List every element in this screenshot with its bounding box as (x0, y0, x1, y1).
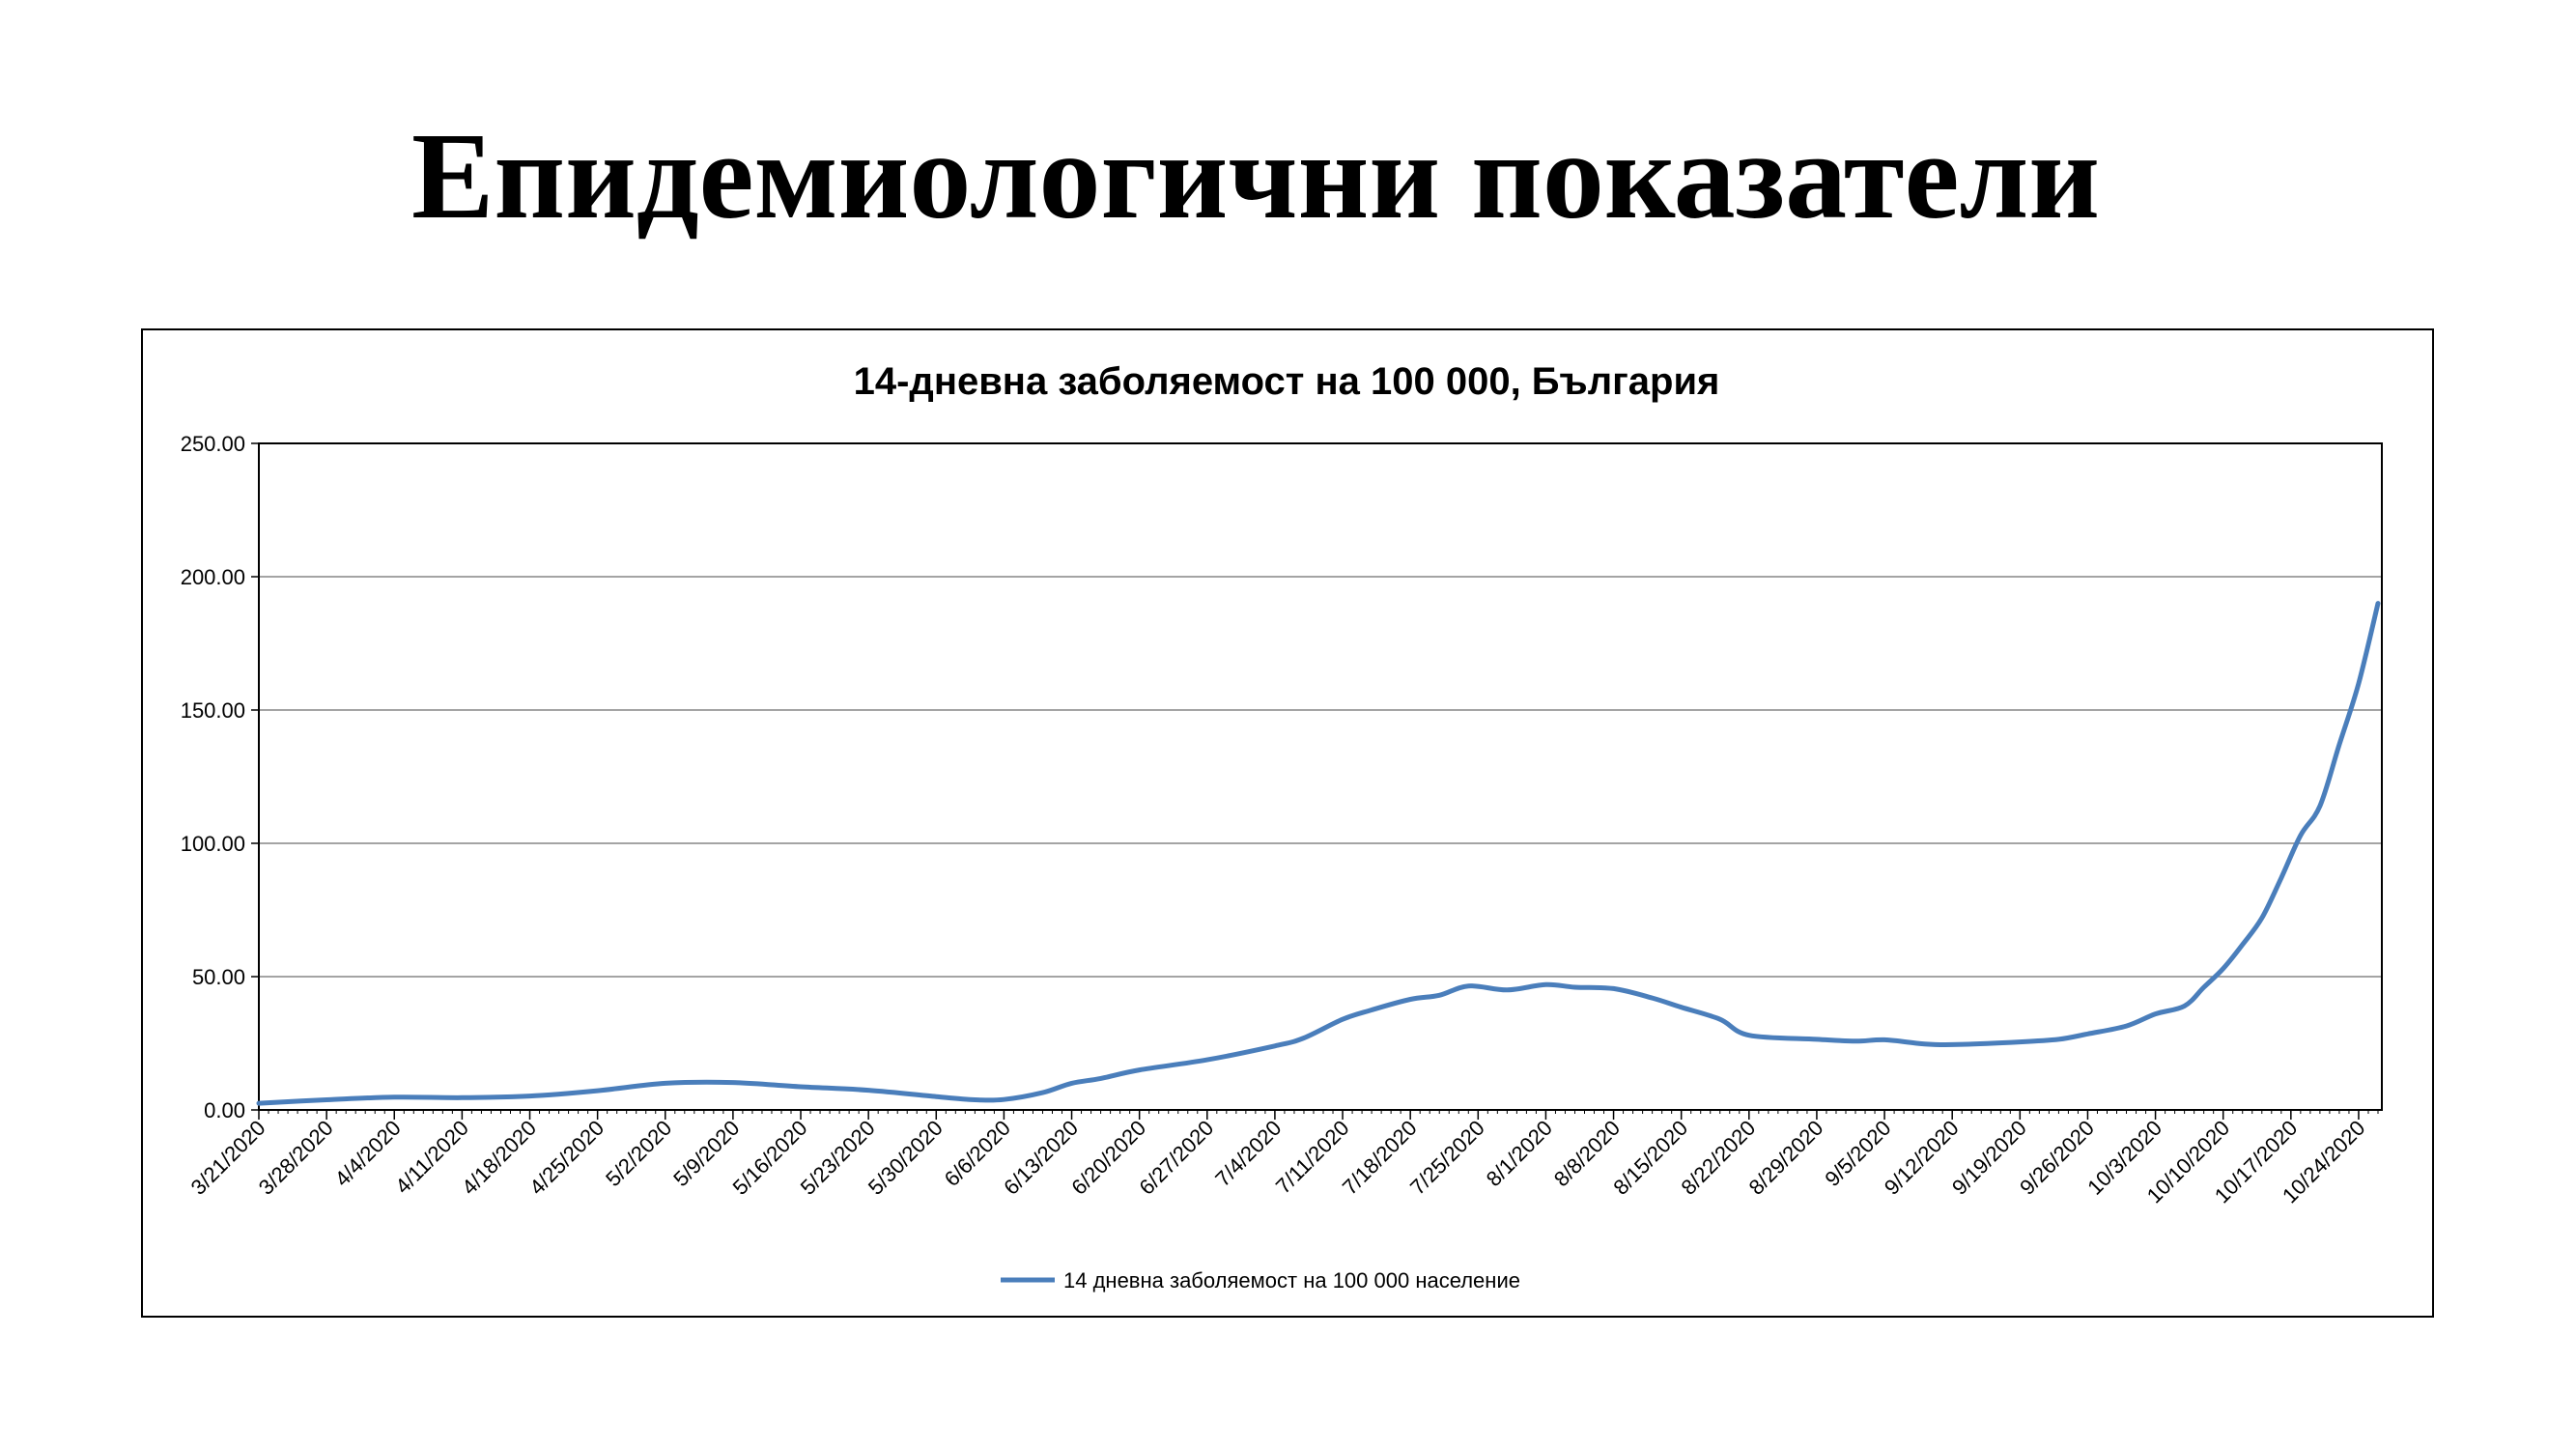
y-tick-label: 100.00 (181, 832, 245, 856)
series-point (1505, 988, 1509, 992)
series-point (1341, 1017, 1345, 1021)
y-tick-label: 200.00 (181, 565, 245, 589)
series-point (392, 1095, 396, 1099)
line-chart: 14-дневна заболяемост на 100 000, Българ… (181, 360, 2383, 1293)
series-point (1302, 1036, 1306, 1039)
series-point (1205, 1058, 1209, 1062)
series-point (731, 1081, 735, 1085)
y-tick-label: 50.00 (192, 965, 245, 989)
series-point (2125, 1024, 2129, 1028)
series-point (257, 1101, 261, 1105)
series-point (2241, 943, 2245, 947)
series-point (2154, 1012, 2158, 1016)
series-point (1437, 993, 1441, 997)
gridlines (251, 442, 2383, 1120)
series-point (528, 1094, 532, 1098)
series-point (2318, 804, 2322, 808)
series-point (1815, 1037, 1819, 1041)
series-point (2357, 681, 2361, 685)
series-point (664, 1081, 667, 1085)
series-point (2260, 916, 2264, 920)
x-axis-tick-labels: 3/21/20203/28/20204/4/20204/11/20204/18/… (186, 1116, 2370, 1208)
series-point (1950, 1042, 1954, 1046)
x-tick-label: 3/28/2020 (254, 1116, 338, 1200)
chart-frame: 14-дневна заболяемост на 100 000, Българ… (141, 328, 2434, 1318)
series-point (1040, 1091, 1044, 1094)
series-point (2337, 743, 2341, 747)
series-point (2018, 1040, 2022, 1044)
series-point (1002, 1097, 1005, 1101)
series-point (934, 1094, 938, 1098)
series-point (1651, 996, 1655, 1000)
series-point (1466, 984, 1470, 988)
series-point (1718, 1017, 1722, 1021)
series-point (2202, 985, 2206, 989)
series-point (1408, 997, 1412, 1001)
series-point (866, 1089, 870, 1093)
y-axis-tick-labels: 0.00 50.00 100.00 150.00 200.00 250.00 (181, 432, 245, 1122)
series-point (1273, 1044, 1277, 1048)
series-point (1138, 1068, 1142, 1072)
series-point (1070, 1081, 1074, 1085)
series-point (799, 1085, 803, 1089)
y-tick-label: 150.00 (181, 698, 245, 723)
series-point (1680, 1006, 1684, 1009)
x-tick-label: 8/1/2020 (1482, 1116, 1557, 1191)
series-line (256, 601, 2381, 1106)
series-point (1921, 1042, 1925, 1046)
series-point (2056, 1037, 2060, 1041)
x-tick-label: 5/2/2020 (601, 1116, 676, 1191)
series-point (1370, 1009, 1373, 1011)
legend: 14 дневна заболяемост на 100 000 населен… (1001, 1268, 1520, 1293)
y-tick-label: 250.00 (181, 432, 245, 456)
legend-label: 14 дневна заболяемост на 100 000 населен… (1063, 1268, 1520, 1293)
series-point (2279, 876, 2283, 880)
series-point (325, 1098, 328, 1102)
series-point (2183, 1004, 2187, 1008)
series-point (1854, 1039, 1857, 1043)
slide-title: Епидемиологични показатели (411, 107, 2100, 244)
x-tick-label: 7/25/2020 (1405, 1116, 1489, 1200)
series-layer (256, 601, 2381, 1106)
series-point (1612, 986, 1616, 990)
series-point (1572, 985, 1576, 989)
x-tick-label: 4/25/2020 (524, 1116, 609, 1200)
series-point (2299, 834, 2303, 838)
series-point (1882, 1037, 1886, 1041)
series-point (973, 1098, 977, 1102)
x-tick-label: 6/27/2020 (1134, 1116, 1218, 1200)
series-point (1747, 1034, 1751, 1037)
series-point (596, 1089, 600, 1093)
series-point (1543, 982, 1547, 986)
chart-title: 14-дневна заболяемост на 100 000, Българ… (854, 360, 1720, 403)
x-tick-label: 8/29/2020 (1744, 1116, 1828, 1200)
x-tick-label: 5/30/2020 (863, 1116, 948, 1200)
series-point (2222, 967, 2225, 971)
y-tick-label: 0.00 (204, 1098, 245, 1122)
series-point (1099, 1076, 1103, 1080)
series-point (2376, 602, 2380, 606)
series-point (2085, 1032, 2089, 1036)
series-point (460, 1095, 464, 1099)
plot-area (258, 442, 2383, 1111)
